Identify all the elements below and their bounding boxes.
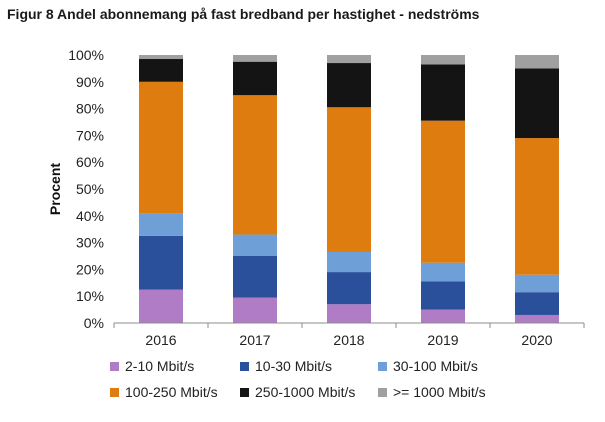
- x-tick-label: 2017: [239, 332, 270, 348]
- x-tick-label: 2019: [427, 332, 458, 348]
- chart-title: Figur 8 Andel abonnemang på fast bredban…: [7, 6, 480, 22]
- legend-swatch: [240, 387, 249, 397]
- legend-item: >= 1000 Mbit/s: [378, 384, 486, 400]
- bar-segment: [139, 59, 183, 82]
- x-tick-label: 2020: [521, 332, 552, 348]
- y-tick-label: 80%: [76, 101, 104, 117]
- y-tick-label: 30%: [76, 235, 104, 251]
- bar-segment: [515, 138, 559, 275]
- bar-segment: [515, 55, 559, 69]
- y-tick-label: 40%: [76, 208, 104, 224]
- bar-segment: [421, 64, 465, 121]
- legend-swatch: [110, 361, 119, 371]
- y-tick-label: 20%: [76, 261, 104, 277]
- x-tick-label: 2016: [145, 332, 176, 348]
- bar-segment: [327, 63, 371, 108]
- legend-item: 250-1000 Mbit/s: [240, 384, 355, 400]
- bar-segment: [515, 274, 559, 293]
- y-tick-label: 50%: [76, 181, 104, 197]
- bar-segment: [233, 61, 277, 96]
- y-tick-label: 10%: [76, 288, 104, 304]
- bar-segment: [327, 107, 371, 252]
- bar-segment: [421, 55, 465, 65]
- y-tick-label: 90%: [76, 74, 104, 90]
- y-tick-label: 70%: [76, 127, 104, 143]
- y-tick-label: 0%: [84, 315, 104, 331]
- legend-item: 30-100 Mbit/s: [378, 358, 478, 374]
- bar-segment: [515, 292, 559, 315]
- legend-label: 100-250 Mbit/s: [125, 384, 218, 400]
- bar-segment: [139, 213, 183, 236]
- legend-swatch: [110, 387, 119, 397]
- legend-label: 10-30 Mbit/s: [255, 358, 333, 374]
- legend-label: 2-10 Mbit/s: [125, 358, 195, 374]
- legend-swatch: [378, 387, 387, 397]
- bar-segment: [233, 55, 277, 62]
- y-tick-label: 60%: [76, 154, 104, 170]
- legend-item: 2-10 Mbit/s: [110, 358, 194, 374]
- legend-item: 10-30 Mbit/s: [240, 358, 332, 374]
- bar-segment: [327, 251, 371, 273]
- y-axis-label: Procent: [47, 163, 63, 215]
- bar-segment: [233, 95, 277, 235]
- legend-label: 30-100 Mbit/s: [393, 358, 478, 374]
- bar-segment: [233, 234, 277, 256]
- bar-segment: [327, 55, 371, 64]
- bar-segment: [421, 281, 465, 310]
- bar-segment: [139, 81, 183, 214]
- legend-label: >= 1000 Mbit/s: [393, 384, 486, 400]
- bar-segment: [421, 120, 465, 263]
- bar-segment: [421, 262, 465, 282]
- bar-segment: [139, 289, 183, 323]
- bar-segment: [515, 68, 559, 139]
- legend-swatch: [378, 361, 387, 371]
- y-tick-label: 100%: [68, 47, 104, 63]
- bar-segment: [233, 297, 277, 323]
- bar-segment: [515, 314, 559, 323]
- bar-segment: [327, 304, 371, 323]
- bar-segment: [233, 256, 277, 298]
- bar-segment: [139, 55, 183, 60]
- bar-segment: [139, 235, 183, 290]
- bar-segment: [327, 272, 371, 305]
- legend-item: 100-250 Mbit/s: [110, 384, 218, 400]
- legend-label: 250-1000 Mbit/s: [255, 384, 356, 400]
- bar-segment: [421, 309, 465, 323]
- legend-swatch: [240, 361, 249, 371]
- x-tick-label: 2018: [333, 332, 364, 348]
